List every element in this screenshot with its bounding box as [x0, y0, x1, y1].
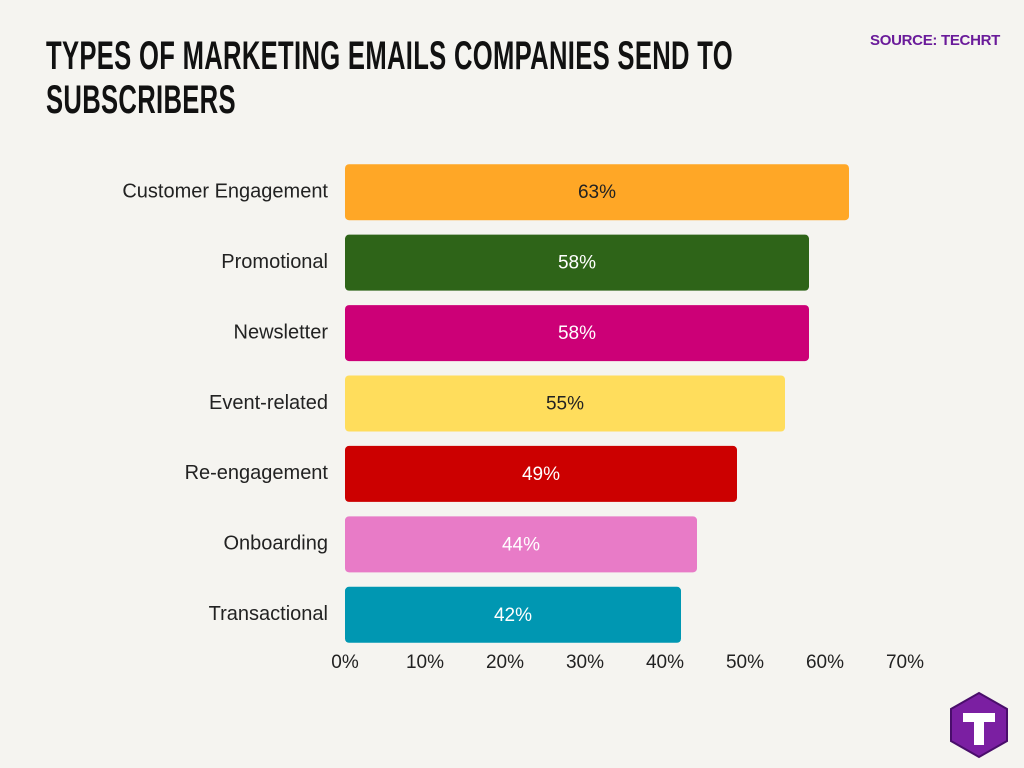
y-tick-label: Customer Engagement [122, 180, 328, 202]
y-tick-label: Promotional [221, 251, 328, 273]
bar [345, 445, 737, 502]
value-label: 58% [558, 323, 596, 344]
bar [345, 516, 697, 573]
value-label: 42% [494, 605, 532, 626]
y-tick-label: Event-related [209, 392, 328, 414]
y-tick-label: Transactional [209, 603, 328, 625]
bar [345, 375, 785, 432]
value-label: 49% [522, 464, 560, 485]
x-tick-label: 50% [726, 652, 764, 673]
value-label: 55% [546, 394, 584, 415]
bar [345, 234, 809, 291]
x-tick-label: 20% [486, 652, 524, 673]
value-label: 63% [578, 182, 616, 203]
value-label: 44% [502, 534, 540, 555]
x-tick-label: 30% [566, 652, 604, 673]
bar [345, 164, 849, 221]
chart-title: TYPES OF MARKETING EMAILS COMPANIES SEND… [46, 34, 733, 122]
logo [950, 691, 1008, 759]
x-tick-label: 10% [406, 652, 444, 673]
x-tick-label: 70% [886, 652, 924, 673]
bar [345, 305, 809, 362]
y-tick-label: Newsletter [234, 321, 329, 343]
value-label: 58% [558, 253, 596, 274]
x-tick-label: 0% [331, 652, 359, 673]
y-tick-label: Re-engagement [185, 462, 329, 484]
x-tick-label: 40% [646, 652, 684, 673]
x-tick-label: 60% [806, 652, 844, 673]
source: SOURCE: TECHRT [870, 32, 1000, 49]
y-tick-label: Onboarding [223, 533, 328, 555]
bar [345, 586, 681, 643]
